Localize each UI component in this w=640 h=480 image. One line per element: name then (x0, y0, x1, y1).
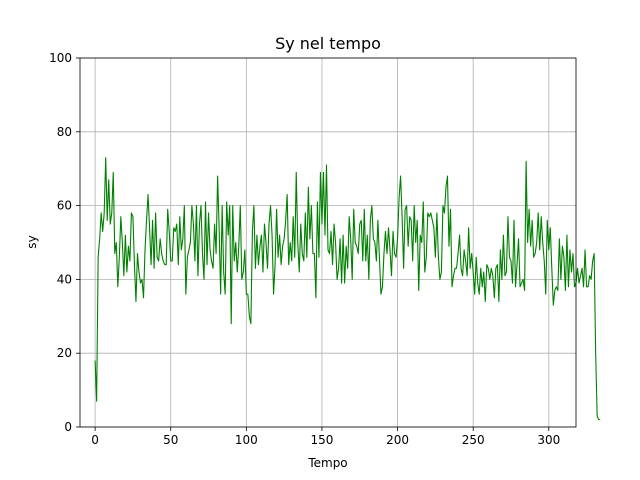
x-tick-label: 0 (91, 433, 99, 447)
x-tick-label: 50 (163, 433, 178, 447)
chart-title: Sy nel tempo (275, 34, 381, 53)
y-tick-label: 60 (57, 199, 72, 213)
x-tick-label: 250 (462, 433, 485, 447)
x-tick-label: 150 (310, 433, 333, 447)
y-tick-label: 40 (57, 272, 72, 286)
x-tick-label: 300 (537, 433, 560, 447)
plot-frame (79, 57, 577, 428)
x-axis-label: Tempo (307, 456, 347, 470)
x-tick-label: 200 (386, 433, 409, 447)
y-tick-label: 20 (57, 346, 72, 360)
x-ticks: 0 50 100 150 200 250 300 (91, 427, 560, 447)
series-line-sy (94, 157, 601, 421)
y-ticks: 0 20 40 60 80 100 (49, 51, 80, 434)
x-tick-label: 100 (235, 433, 258, 447)
y-axis-label: sy (25, 235, 39, 248)
y-tick-label: 0 (64, 420, 72, 434)
y-tick-label: 100 (49, 51, 72, 65)
y-tick-label: 80 (57, 125, 72, 139)
